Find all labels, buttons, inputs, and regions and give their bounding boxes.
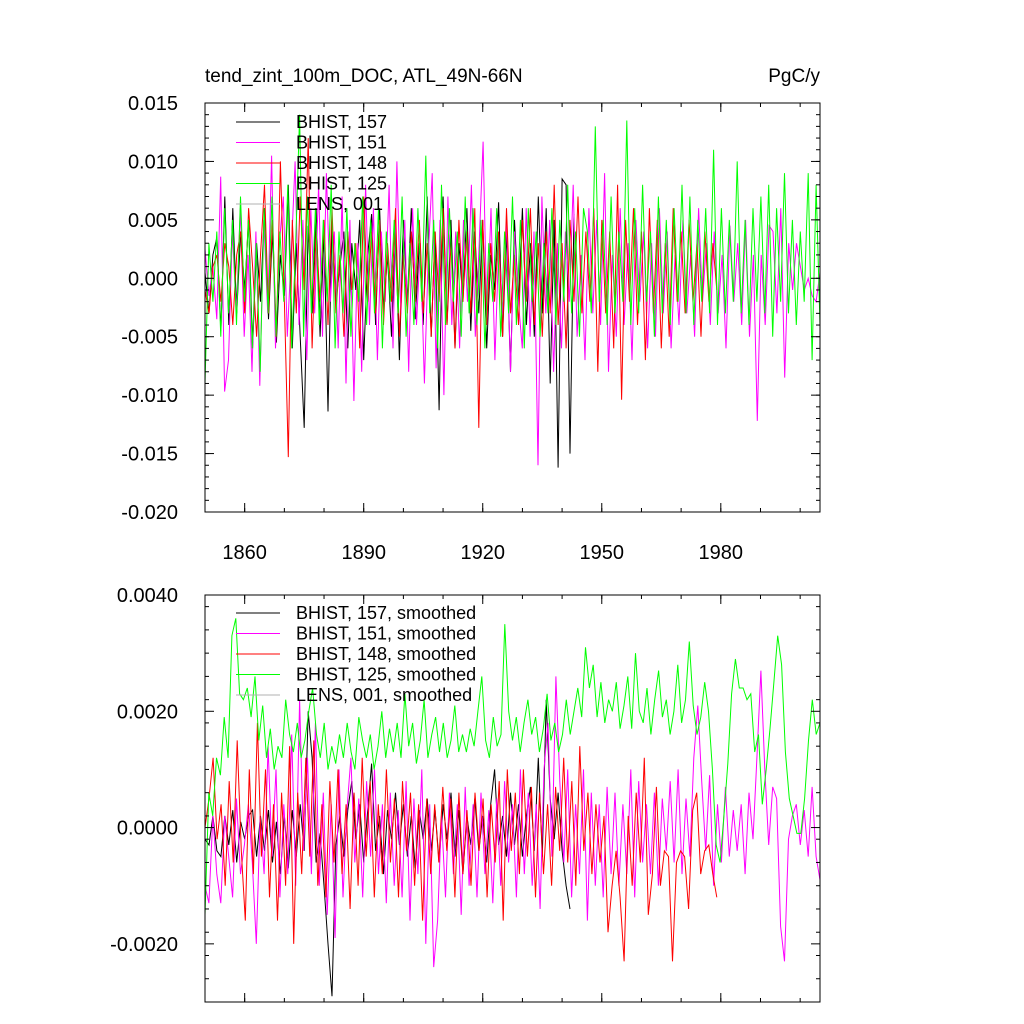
y-tick-label: -0.0020 — [110, 934, 178, 956]
y-tick-label: 0.0020 — [117, 701, 178, 723]
y-tick-label: 0.010 — [128, 151, 178, 173]
series-line-1-2 — [204, 722, 718, 962]
series-line-1-3 — [204, 618, 821, 915]
series-line-0-1 — [204, 141, 821, 466]
legend-label: BHIST, 157 — [296, 112, 387, 132]
y-tick-label: -0.020 — [121, 502, 178, 524]
y-tick-label: 0.000 — [128, 268, 178, 290]
legend-label: LENS, 001, smoothed — [296, 685, 472, 705]
y-tick-label: -0.015 — [121, 444, 178, 466]
bottom-panel: -0.0020 0.0000 0.0020 0.0040 BHIST, 157, smo… — [110, 585, 821, 1003]
y-tick-label: 0.0000 — [117, 818, 178, 840]
legend-label: BHIST, 151 — [296, 133, 387, 153]
series-line-0-2 — [204, 138, 718, 458]
legend-label: BHIST, 125, smoothed — [296, 665, 476, 685]
chart-units: PgC/y — [768, 66, 820, 87]
plot-frame — [204, 102, 821, 513]
legend-label: LENS, 001 — [296, 194, 383, 214]
x-tick-label: 1920 — [460, 542, 505, 564]
legend-label: BHIST, 151, smoothed — [296, 624, 476, 644]
legend-label: BHIST, 157, smoothed — [296, 603, 476, 623]
plot-frame — [204, 594, 821, 1003]
y-tick-label: -0.010 — [121, 385, 178, 407]
y-tick-label: 0.015 — [128, 93, 178, 115]
x-tick-label: 1980 — [699, 542, 744, 564]
y-tick-label: 0.0040 — [117, 585, 178, 607]
legend-label: BHIST, 148, smoothed — [296, 644, 476, 664]
chart-title: tend_zint_100m_DOC, ATL_49N-66N — [205, 66, 523, 87]
x-tick-label: 1860 — [222, 542, 267, 564]
x-tick-label: 1890 — [341, 542, 386, 564]
series-line-0-3 — [204, 114, 821, 384]
y-tick-label: 0.005 — [128, 210, 178, 232]
legend-label: BHIST, 148 — [296, 153, 387, 173]
series-line-1-1 — [204, 670, 821, 968]
top-panel: -0.020 -0.015 -0.010 -0.005 0.000 0.005 0.010 0… — [121, 93, 821, 564]
x-tick-label: 1950 — [580, 542, 625, 564]
legend-label: BHIST, 125 — [296, 174, 387, 194]
y-tick-label: -0.005 — [121, 327, 178, 349]
